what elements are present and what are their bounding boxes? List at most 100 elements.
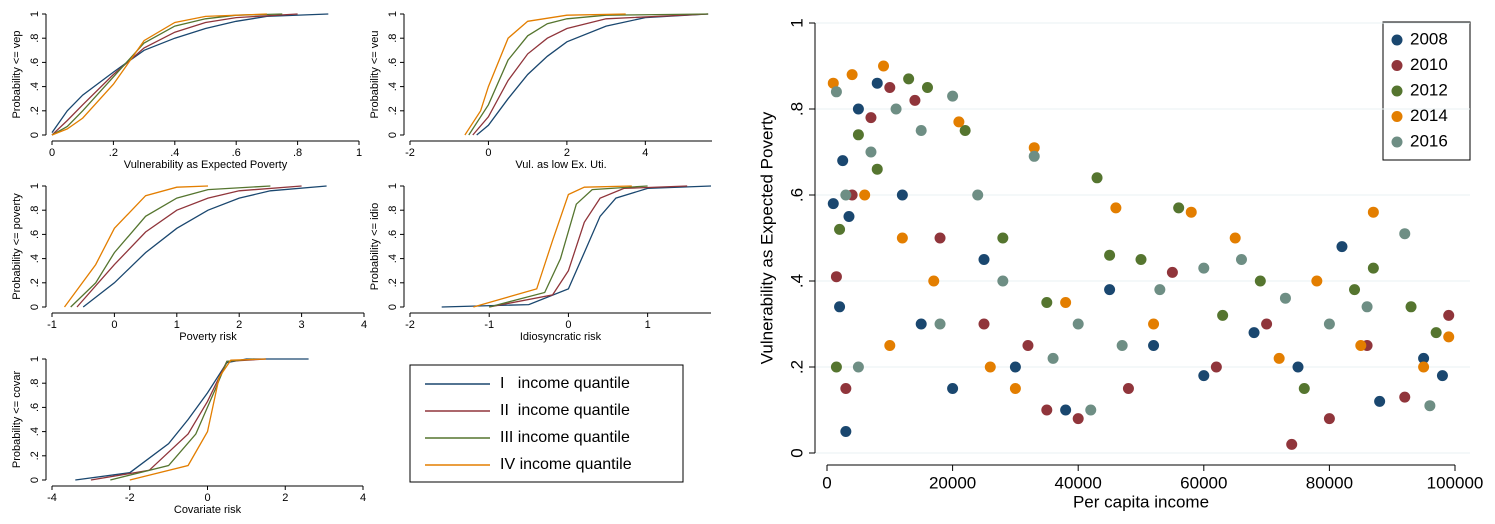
x-tick-label: 20000	[929, 473, 976, 492]
x-tick-label: 1	[356, 147, 362, 159]
cdf-line	[110, 358, 255, 481]
scatter-point	[1104, 249, 1116, 261]
scatter-point	[1009, 383, 1021, 394]
cdf-line	[76, 185, 302, 308]
x-tick-label: -2	[405, 147, 415, 159]
x-tick-label: 1	[174, 319, 180, 331]
scatter-point	[852, 361, 864, 373]
cdf-line	[51, 13, 329, 133]
scatter-point	[1273, 352, 1285, 364]
y-tick-label: .4	[29, 254, 41, 263]
scatter-point	[984, 361, 996, 373]
scatter-point	[953, 116, 965, 128]
legend-label: 2012	[1410, 80, 1448, 99]
scatter-point	[878, 60, 890, 72]
y-tick-label: 1	[29, 11, 41, 17]
y-axis-label: Probability <= idio	[369, 203, 381, 290]
scatter-point	[1374, 395, 1386, 407]
legend-label: 2008	[1410, 29, 1448, 48]
cdf-line	[476, 13, 709, 136]
scatter-point	[997, 232, 1009, 244]
x-axis-label: Poverty risk	[179, 331, 237, 343]
cdf-line	[489, 185, 688, 308]
y-axis-label: Probability <= veu	[369, 30, 381, 118]
scatter-point	[1173, 202, 1185, 214]
cdf-line	[473, 185, 632, 308]
y-tick-label: .6	[787, 188, 806, 202]
scatter-point	[1355, 340, 1367, 351]
scatter-point	[827, 77, 839, 89]
legend-marker	[1391, 34, 1403, 46]
scatter-point	[1041, 297, 1053, 308]
x-tick-label: 100000	[1427, 473, 1484, 492]
y-tick-label: .8	[787, 102, 806, 116]
scatter-point	[1047, 352, 1059, 364]
scatter-point	[871, 77, 883, 89]
scatter-point	[1110, 202, 1122, 214]
scatter-point	[865, 146, 877, 158]
scatter-point	[1028, 150, 1040, 162]
y-tick-label: 1	[387, 11, 399, 17]
legend-label: 2010	[1410, 55, 1448, 74]
legend-label: IV income quantile	[500, 456, 632, 473]
scatter-point	[1122, 383, 1134, 394]
x-tick-label: .4	[170, 147, 179, 159]
scatter-point	[890, 103, 902, 115]
scatter-point	[1430, 327, 1442, 339]
y-tick-label: .6	[29, 58, 41, 67]
y-tick-label: .6	[387, 230, 399, 239]
scatter-point	[1104, 284, 1116, 296]
scatter-point	[1085, 404, 1097, 416]
scatter-point	[1336, 241, 1348, 253]
x-tick-label: -1	[484, 319, 494, 331]
cdf-line	[129, 358, 266, 481]
cdf-line	[489, 185, 648, 308]
x-tick-label: -1	[47, 319, 57, 331]
scatter-point	[903, 73, 915, 85]
scatter-point	[1154, 284, 1166, 296]
scatter-point	[1367, 206, 1379, 218]
scatter-point	[1185, 206, 1197, 218]
scatter-point	[1091, 172, 1103, 184]
legend-label: 2016	[1410, 131, 1448, 150]
y-tick-label: .2	[387, 106, 399, 115]
scatter-point	[1148, 318, 1160, 330]
scatter-point	[1399, 228, 1411, 240]
x-axis-label: Vulnerability as Expected Poverty	[124, 159, 288, 171]
scatter-point	[852, 129, 864, 141]
scatter-point	[947, 383, 959, 394]
y-tick-label: .6	[387, 58, 399, 67]
scatter-point	[827, 198, 839, 210]
scatter-point	[928, 275, 940, 287]
scatter-point	[871, 163, 883, 175]
scatter-point	[1116, 340, 1128, 351]
scatter-point	[915, 318, 927, 330]
legend-label: III income quantile	[500, 429, 630, 446]
scatter-point	[1060, 297, 1072, 308]
scatter-point	[1060, 404, 1072, 416]
scatter-point	[1148, 340, 1160, 351]
x-tick-label: 4	[361, 319, 367, 331]
y-tick-label: 0	[29, 477, 41, 483]
cdf-line	[472, 13, 709, 136]
x-axis-label: Covariate risk	[174, 504, 242, 516]
scatter-point	[1135, 254, 1147, 265]
cdf-line	[441, 185, 712, 308]
y-tick-label: 1	[29, 356, 41, 362]
scatter-point	[846, 69, 858, 81]
scatter-point	[1028, 142, 1040, 154]
scatter-point	[1418, 352, 1430, 364]
x-tick-label: 0	[565, 319, 571, 331]
scatter-point	[1261, 318, 1273, 330]
y-tick-label: .8	[29, 34, 41, 43]
cdf-line	[63, 185, 209, 308]
scatter-point	[1229, 232, 1241, 244]
scatter-point	[896, 232, 908, 244]
scatter-point	[1009, 361, 1021, 373]
y-tick-label: .2	[787, 360, 806, 374]
scatter-point	[865, 112, 877, 124]
scatter-point	[1198, 262, 1210, 274]
x-tick-label: 60000	[1180, 473, 1227, 492]
scatter-point	[1248, 327, 1260, 339]
